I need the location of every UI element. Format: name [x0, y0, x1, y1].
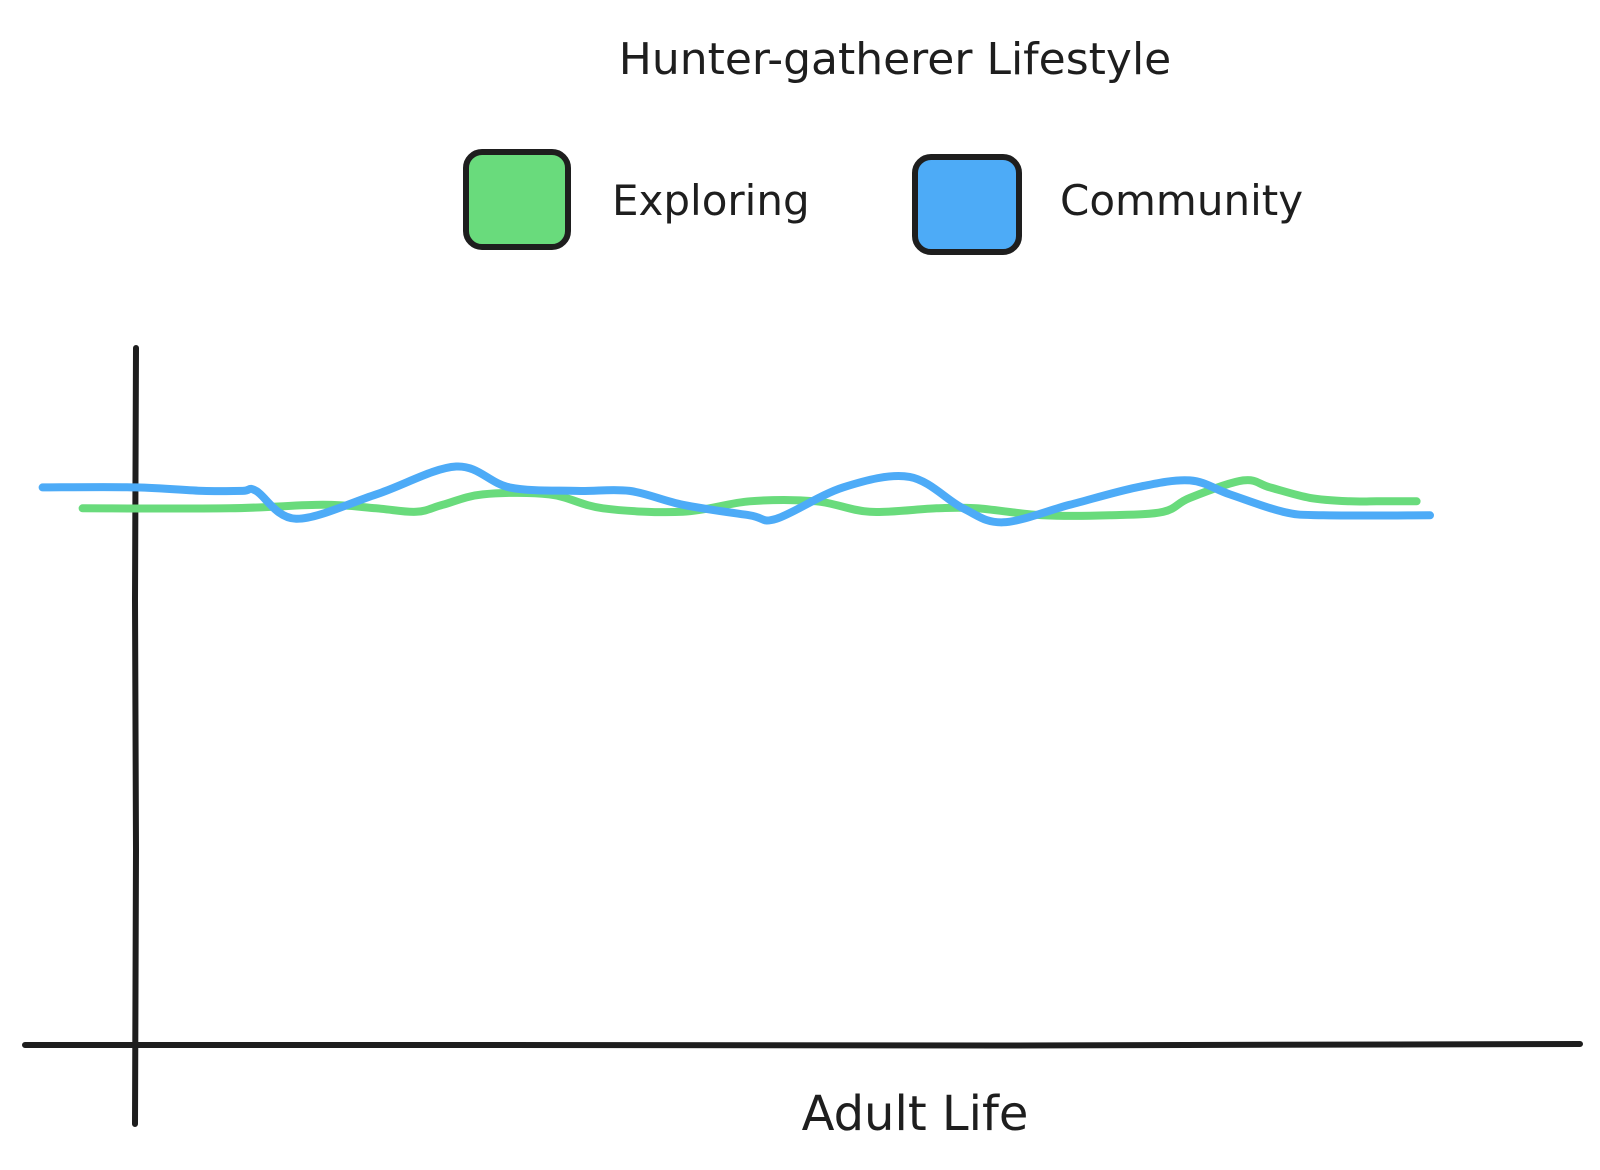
chart-title: Hunter-gatherer Lifestyle — [619, 34, 1172, 85]
legend-swatch-exploring — [463, 149, 571, 250]
series-line-exploring — [78, 476, 1421, 520]
legend-swatch-community — [912, 154, 1022, 255]
x-axis — [22, 1041, 1583, 1049]
legend-label-community: Community — [1060, 176, 1303, 225]
series-layer — [38, 462, 1434, 527]
legend-label-exploring: Exploring — [612, 176, 810, 225]
y-axis — [131, 345, 140, 1127]
series-line-community — [38, 462, 1434, 527]
x-axis-label: Adult Life — [802, 1086, 1029, 1142]
legend: Exploring Community — [463, 149, 1303, 255]
